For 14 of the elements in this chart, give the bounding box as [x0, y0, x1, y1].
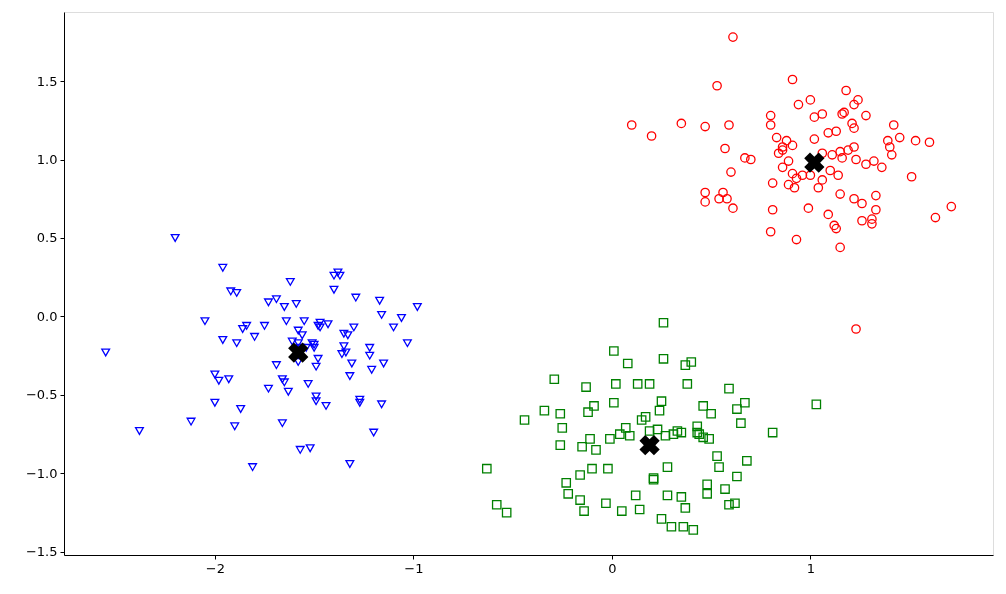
x-tick-label: −1 [404, 560, 424, 576]
x-tick-label: −2 [205, 560, 225, 576]
y-tick-label: −1.5 [25, 544, 58, 560]
point [639, 435, 660, 456]
y-tick-label: −1.0 [25, 465, 58, 481]
y-tick-label: 0.0 [36, 308, 58, 324]
y-tick-label: −0.5 [25, 387, 58, 403]
point [804, 152, 825, 173]
y-tick-label: 1.5 [36, 73, 58, 89]
point [288, 342, 309, 363]
x-tick-label: 1 [806, 560, 816, 576]
x-tick-label: 0 [608, 560, 617, 576]
y-tick-label: 1.0 [36, 152, 58, 168]
y-tick-label: 0.5 [36, 230, 58, 246]
